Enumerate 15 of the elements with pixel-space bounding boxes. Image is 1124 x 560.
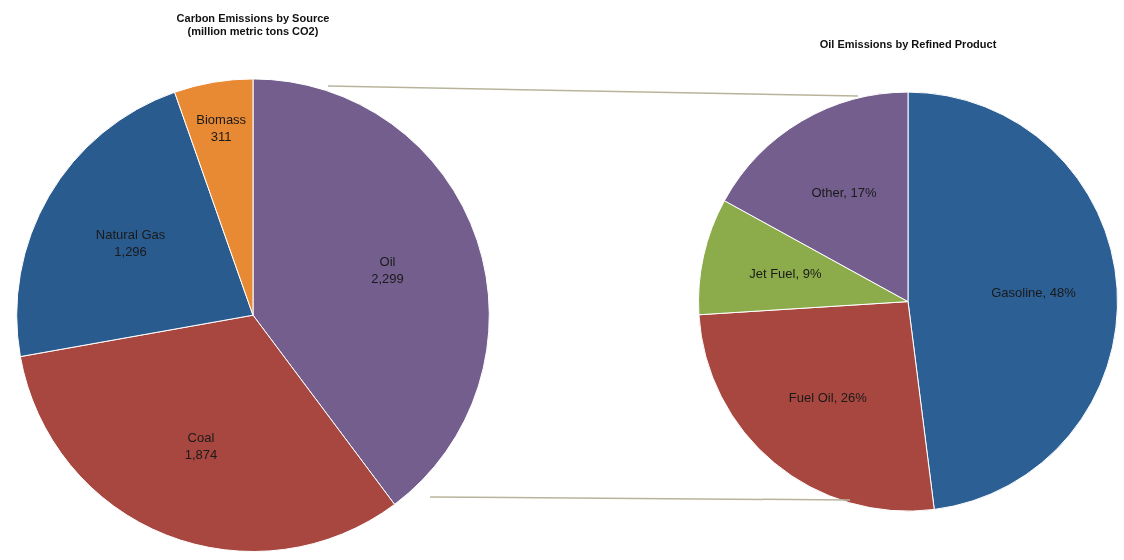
slice-label: Gasoline, 48%	[991, 285, 1077, 301]
slice-label: Oil	[379, 253, 396, 269]
data-label: 2,299	[371, 270, 404, 286]
slice-label: Other, 17%	[811, 184, 877, 200]
data-label: 1,296	[114, 243, 147, 259]
slice-label: Jet Fuel, 9%	[749, 265, 822, 281]
data-label: 1,874	[184, 447, 218, 463]
slice-label: Coal	[187, 430, 215, 446]
data-label: 311	[210, 128, 232, 144]
slice-label: Biomass	[196, 111, 247, 127]
chart-title: Oil Emissions by Refined Product	[819, 37, 997, 50]
slice-label: Natural Gas	[95, 226, 166, 242]
slice-label: Fuel Oil, 26%	[788, 390, 868, 406]
text: Carbon Emissions by Source	[176, 11, 330, 24]
text: (million metric tons CO2)	[187, 24, 319, 37]
